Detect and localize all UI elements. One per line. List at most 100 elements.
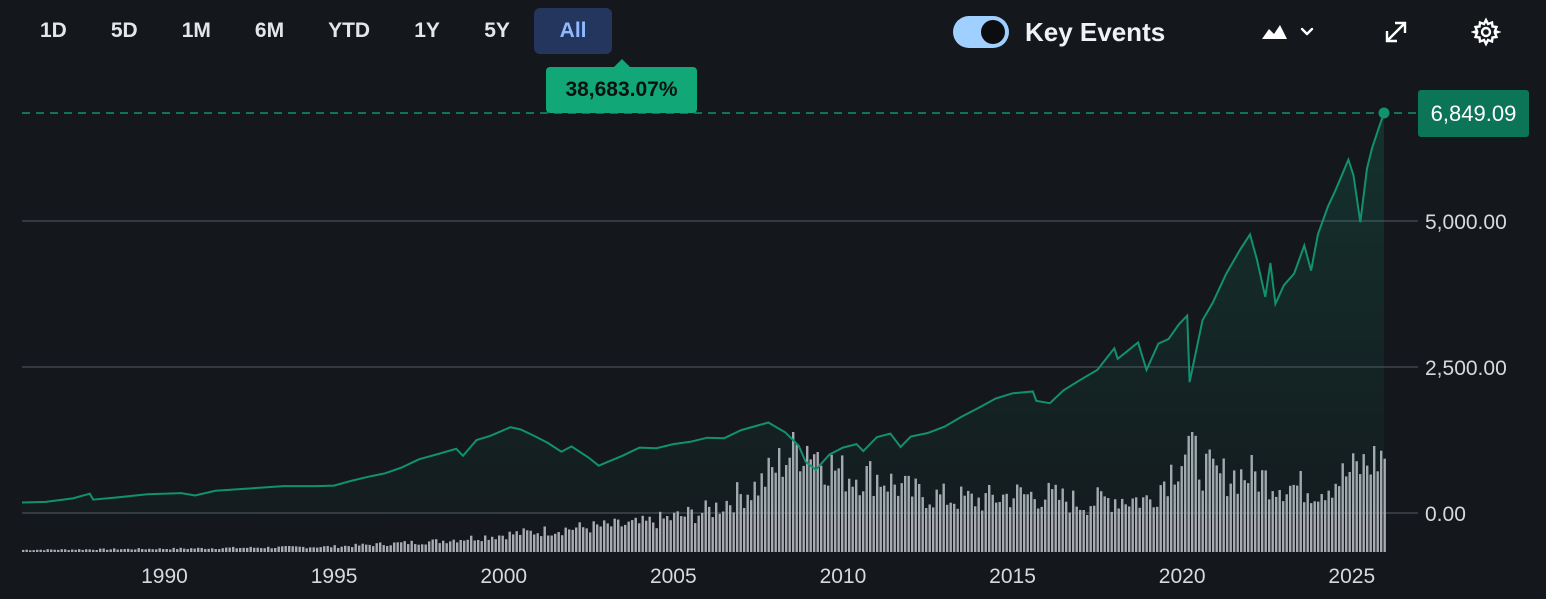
volume-bar (295, 546, 298, 552)
volume-bar (1338, 486, 1341, 552)
volume-bar (858, 495, 861, 552)
volume-bar (323, 546, 326, 552)
volume-bar (43, 550, 46, 552)
volume-bar (750, 500, 753, 552)
volume-bar (309, 547, 312, 552)
volume-bar (624, 524, 627, 552)
volume-bar (1107, 498, 1110, 552)
volume-bar (967, 490, 970, 552)
volume-bar (701, 512, 704, 552)
volume-bar (442, 540, 445, 552)
volume-bar (1324, 500, 1327, 552)
volume-bar (274, 548, 277, 552)
price-area (22, 113, 1384, 513)
volume-bar (844, 491, 847, 552)
volume-bar (676, 511, 679, 552)
volume-bar (900, 483, 903, 552)
range-tab-5d[interactable]: 5D (110, 19, 138, 42)
range-tab-1y[interactable]: 1Y (414, 19, 440, 42)
volume-bar (620, 526, 623, 552)
expand-button[interactable] (1378, 14, 1414, 50)
volume-bar (1002, 494, 1005, 552)
volume-bar (151, 549, 154, 552)
volume-bar (330, 547, 333, 552)
volume-bar (984, 493, 987, 552)
range-tab-5y[interactable]: 5Y (484, 19, 510, 42)
last-price-dot (1378, 107, 1390, 119)
volume-bar (1058, 499, 1061, 552)
volume-bar (592, 521, 595, 552)
volume-bar (1159, 485, 1162, 552)
volume-bar (333, 545, 336, 552)
range-tab-1m[interactable]: 1M (181, 19, 211, 42)
volume-bar (1331, 497, 1334, 552)
volume-bar (88, 549, 91, 552)
volume-bar (1383, 458, 1386, 552)
volume-bar (1201, 490, 1204, 552)
volume-bar (1247, 483, 1250, 552)
range-tab-1d[interactable]: 1D (40, 19, 67, 42)
volume-bar (1026, 494, 1029, 552)
volume-bar (1068, 512, 1071, 552)
volume-bar (1082, 510, 1085, 552)
volume-bar (53, 549, 56, 552)
volume-bar (127, 548, 130, 552)
volume-bar (1306, 493, 1309, 552)
volume-bar (372, 546, 375, 552)
x-tick-label: 2005 (650, 565, 697, 588)
volume-bar (988, 485, 991, 552)
volume-bar (953, 503, 956, 552)
volume-bar (470, 535, 473, 552)
volume-bar (400, 542, 403, 552)
volume-bar (214, 549, 217, 552)
volume-bar (99, 548, 102, 552)
volume-bar (1051, 489, 1054, 552)
volume-bar (1198, 479, 1201, 552)
volume-bar (277, 546, 280, 552)
range-tab-all[interactable]: All (534, 8, 613, 54)
y-axis-labels: 0.00 2,500.00 5,000.00 (1425, 211, 1507, 526)
volume-bar (557, 532, 560, 552)
volume-bar (1303, 502, 1306, 552)
volume-bar (361, 543, 364, 552)
time-range-tabs: 1D 5D 1M 6M YTD 1Y 5Y All (20, 7, 616, 55)
volume-bar (540, 536, 543, 552)
chart-type-button[interactable] (1260, 14, 1320, 50)
volume-bar (1033, 499, 1036, 552)
volume-bar (515, 531, 518, 552)
volume-bar (344, 545, 347, 552)
volume-bar (1016, 484, 1019, 552)
volume-bar (316, 547, 319, 552)
volume-bar (25, 549, 28, 552)
range-tab-6m[interactable]: 6M (254, 19, 285, 42)
volume-bar (732, 512, 735, 552)
range-tab-ytd[interactable]: YTD (328, 19, 371, 42)
volume-bar (697, 515, 700, 552)
volume-bar (22, 549, 25, 552)
volume-bar (85, 549, 88, 552)
settings-button[interactable] (1468, 14, 1504, 50)
volume-bar (575, 527, 578, 552)
volume-bar (757, 495, 760, 552)
volume-bar (494, 539, 497, 552)
volume-bar (543, 526, 546, 552)
volume-bar (743, 508, 746, 552)
volume-bar (526, 530, 529, 552)
volume-bar (204, 549, 207, 552)
volume-bar (228, 547, 231, 552)
volume-bar (1093, 505, 1096, 552)
volume-bar (578, 522, 581, 552)
x-tick-label: 1990 (141, 565, 188, 588)
volume-bar (36, 549, 39, 552)
volume-bar (382, 545, 385, 552)
volume-bar (949, 502, 952, 552)
volume-bar (211, 548, 214, 552)
volume-bar (158, 548, 161, 552)
price-line (21, 112, 1385, 504)
key-events-toggle[interactable] (953, 16, 1009, 48)
volume-bar (463, 540, 466, 552)
volume-bar (57, 549, 60, 552)
volume-bar (879, 486, 882, 552)
